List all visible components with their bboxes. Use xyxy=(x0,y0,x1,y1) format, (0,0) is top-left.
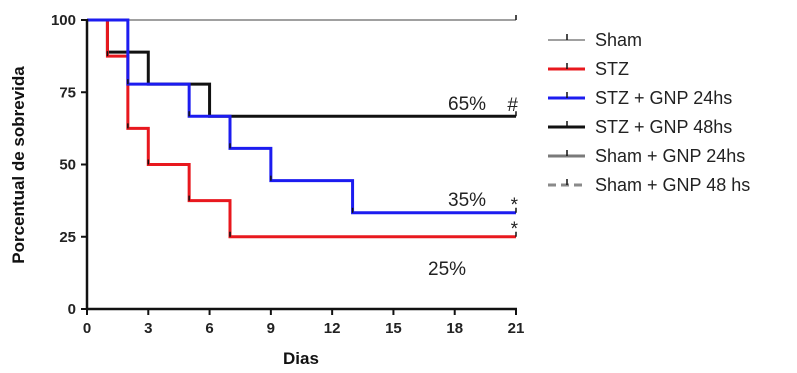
x-tick-label: 12 xyxy=(324,320,341,337)
axes: 0 3 6 9 12 15 18 21 0 25 50 75 100 xyxy=(51,12,524,337)
legend-label: Sham + GNP 48 hs xyxy=(595,175,750,195)
y-tick-label: 50 xyxy=(59,157,76,174)
legend-label: Sham xyxy=(595,30,642,50)
legend-item-stz-gnp-48hs: STZ + GNP 48hs xyxy=(548,117,732,137)
series-line-stz-gnp-24hs xyxy=(87,18,516,215)
annotation-label: 35% xyxy=(448,190,486,211)
legend-label: STZ + GNP 24hs xyxy=(595,88,732,108)
annotation-label: 25% xyxy=(428,259,466,280)
x-tick-label: 18 xyxy=(446,320,463,337)
legend-label: Sham + GNP 24hs xyxy=(595,146,745,166)
x-tick-label: 15 xyxy=(385,320,402,337)
legend-label: STZ + GNP 48hs xyxy=(595,117,732,137)
legend: Sham STZ STZ + GNP 24hs STZ + GNP 48hs Sham … xyxy=(548,30,750,195)
significance-symbol: * xyxy=(511,195,519,216)
y-axis-title: Porcentual de sobrevida xyxy=(9,66,28,264)
series-line-stz xyxy=(87,18,516,239)
annotations: 65% 35% 25% # * * xyxy=(428,94,519,280)
legend-item-sham: Sham xyxy=(548,30,642,50)
x-tick-label: 0 xyxy=(83,320,91,337)
x-tick-label: 3 xyxy=(144,320,152,337)
y-tick-label: 0 xyxy=(68,301,76,318)
legend-item-stz: STZ xyxy=(548,59,629,79)
significance-symbol: # xyxy=(507,95,518,116)
legend-label: STZ xyxy=(595,59,629,79)
significance-symbol: * xyxy=(511,219,519,240)
x-tick-label: 21 xyxy=(508,320,525,337)
plot-area xyxy=(87,15,517,239)
y-tick-label: 25 xyxy=(59,229,76,246)
y-tick-label: 100 xyxy=(51,12,76,29)
x-axis-title: Dias xyxy=(283,349,319,368)
annotation-label: 65% xyxy=(448,94,486,115)
y-tick-label: 75 xyxy=(59,84,76,101)
x-tick-label: 6 xyxy=(205,320,213,337)
x-tick-label: 9 xyxy=(267,320,275,337)
legend-item-sham-gnp-24hs: Sham + GNP 24hs xyxy=(548,146,745,166)
legend-item-stz-gnp-24hs: STZ + GNP 24hs xyxy=(548,88,732,108)
legend-item-sham-gnp-48-hs: Sham + GNP 48 hs xyxy=(548,175,750,195)
